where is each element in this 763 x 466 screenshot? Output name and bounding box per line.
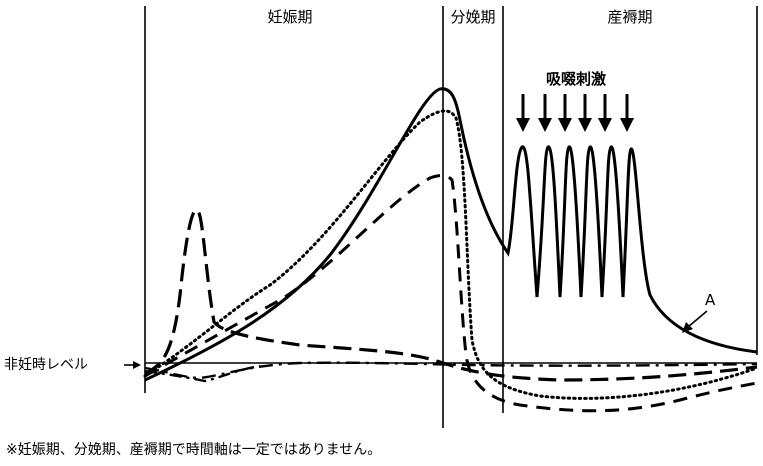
down-arrow-icon: [558, 94, 572, 132]
dotted-curve: [143, 109, 759, 400]
down-arrow-icon: [578, 94, 592, 132]
baseline-arrow-icon: [124, 361, 141, 369]
dash-dot-curve-lower: [144, 364, 261, 383]
down-arrow-icon: [538, 94, 552, 132]
down-arrow-icon: [598, 94, 612, 132]
baseline-label: 非妊時レベル: [4, 357, 88, 373]
suckling-stimulus-label: 吸啜刺激: [546, 70, 607, 88]
phase-label-pregnancy: 妊娠期: [267, 8, 312, 26]
phase-label-delivery: 分娩期: [450, 8, 495, 26]
phase-label-postpartum: 産褥期: [607, 8, 652, 26]
curve-a-label: A: [705, 291, 716, 309]
suckling-arrows: [516, 94, 634, 132]
footnote: ※妊娠期、分娩期、産褥期で時間軸は一定ではありません。: [6, 442, 382, 458]
long-dashed-spike-curve: [144, 208, 758, 382]
dashed-curve: [144, 174, 758, 413]
down-arrow-icon: [620, 94, 634, 132]
down-arrow-icon: [516, 94, 530, 132]
solid-curve-a: [144, 87, 758, 382]
